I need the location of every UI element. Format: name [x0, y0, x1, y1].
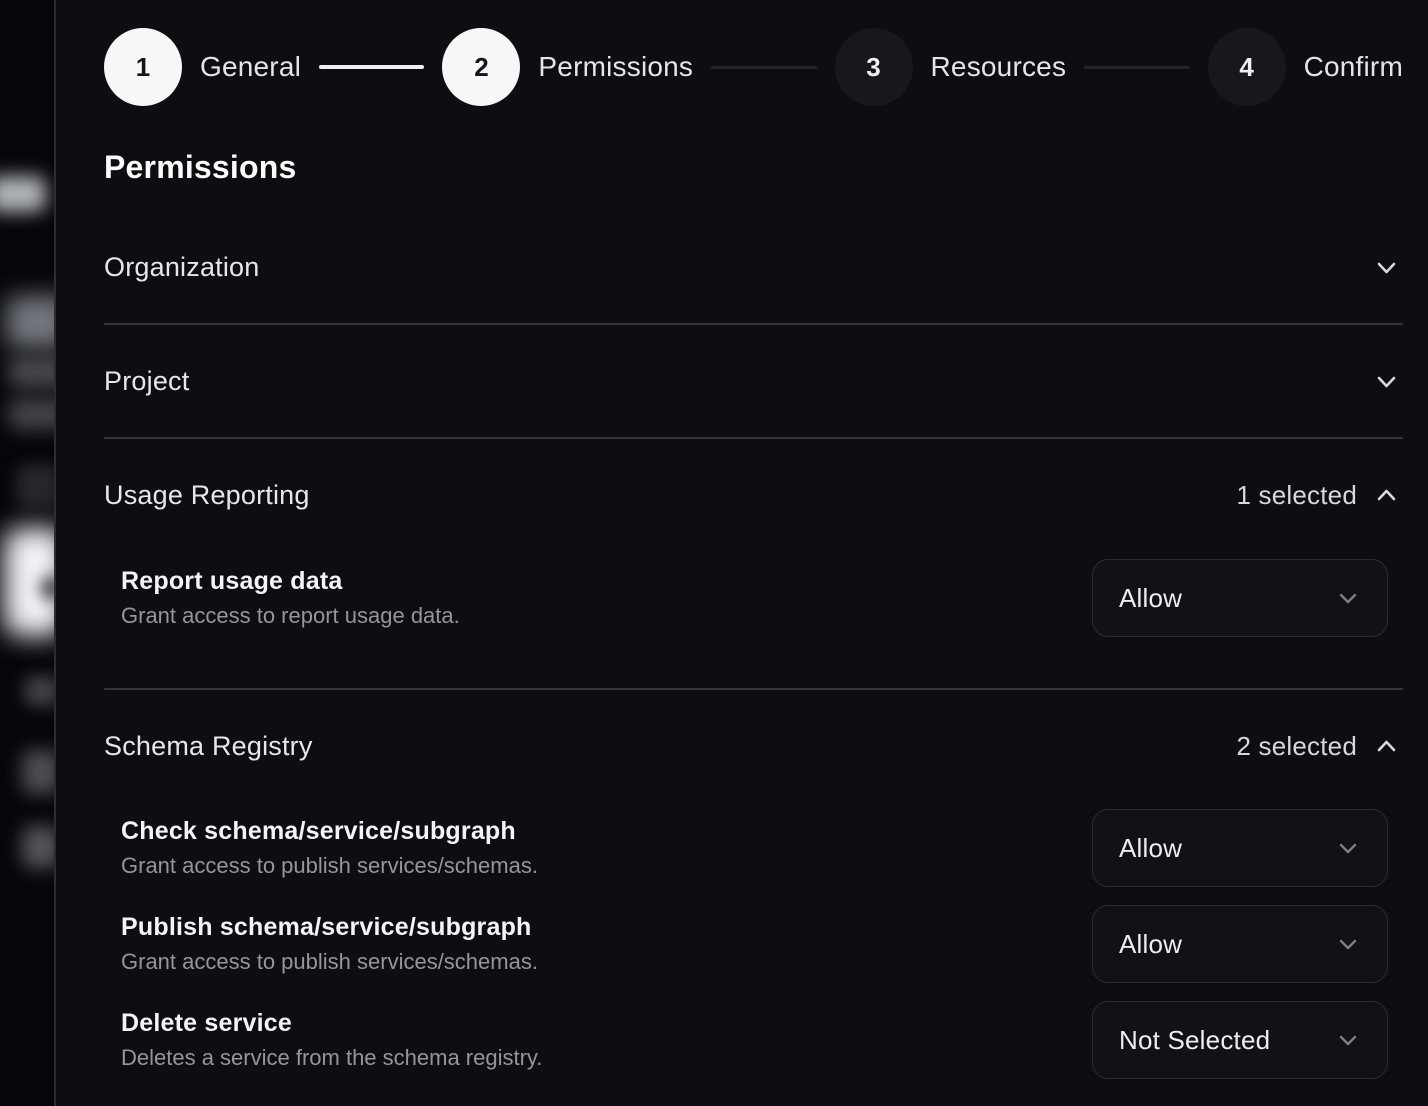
chevron-down-icon — [1339, 843, 1357, 854]
permission-title: Check schema/service/subgraph — [121, 817, 516, 845]
permission-value-dropdown[interactable]: Not Selected — [1092, 1001, 1388, 1079]
step-connector — [319, 65, 425, 69]
chevron-down-icon — [1339, 1035, 1357, 1046]
section-divider — [104, 323, 1403, 325]
section-divider — [104, 437, 1403, 439]
selected-count-badge: 1 selected — [1236, 479, 1357, 510]
permission-description: Grant access to publish services/schemas… — [121, 949, 538, 974]
step-number-badge: 1 — [104, 28, 182, 106]
blurred-nav-item — [16, 464, 54, 508]
step-number-badge: 2 — [442, 28, 521, 106]
blurred-nav-item — [6, 296, 54, 348]
section-title: Organization — [104, 251, 260, 282]
wizard-stepper: 1 General 2 Permissions 3 Resources 4 Co… — [104, 28, 1403, 106]
step-general[interactable]: 1 General — [104, 28, 301, 106]
chevron-up-icon[interactable] — [1373, 733, 1400, 760]
permission-value-dropdown[interactable]: Allow — [1092, 905, 1388, 983]
page-title: Permissions — [104, 149, 297, 185]
step-number-badge: 3 — [834, 28, 913, 106]
section-header-organization[interactable]: Organization — [104, 211, 1403, 323]
permission-title: Delete service — [121, 1009, 292, 1037]
permission-title: Publish schema/service/subgraph — [121, 913, 532, 941]
chevron-down-icon[interactable] — [1373, 254, 1400, 281]
permission-value-dropdown[interactable]: Allow — [1092, 809, 1388, 887]
step-label: General — [200, 51, 302, 82]
permission-row: Check schema/service/subgraph Grant acce… — [104, 809, 1403, 887]
dropdown-value: Allow — [1119, 928, 1183, 959]
blurred-nav-item — [0, 176, 46, 212]
blurred-nav-item — [8, 356, 54, 388]
step-label: Resources — [930, 51, 1067, 82]
step-label: Permissions — [538, 51, 694, 82]
step-label: Confirm — [1303, 51, 1403, 82]
blurred-logo-mark — [40, 576, 54, 600]
step-permissions[interactable]: 2 Permissions — [442, 28, 693, 106]
section-title: Project — [104, 365, 190, 396]
section-title: Schema Registry — [104, 730, 313, 761]
section-header-usage-reporting[interactable]: Usage Reporting 1 selected — [104, 439, 1403, 551]
blurred-background-sidebar — [0, 0, 54, 1106]
step-connector — [1084, 65, 1190, 69]
dropdown-value: Not Selected — [1119, 1024, 1271, 1055]
step-resources[interactable]: 3 Resources — [834, 28, 1067, 106]
blurred-nav-item — [22, 826, 54, 868]
blurred-nav-item — [8, 398, 54, 430]
selected-count-badge: 2 selected — [1236, 730, 1357, 761]
blurred-nav-item — [24, 676, 54, 706]
step-connector — [711, 65, 817, 69]
chevron-up-icon[interactable] — [1373, 482, 1400, 509]
permission-description: Grant access to publish services/schemas… — [121, 853, 538, 878]
section-header-schema-registry[interactable]: Schema Registry 2 selected — [104, 690, 1403, 802]
permission-title: Report usage data — [121, 567, 343, 595]
chevron-down-icon — [1339, 939, 1357, 950]
step-confirm[interactable]: 4 Confirm — [1207, 28, 1403, 106]
section-header-project[interactable]: Project — [104, 325, 1403, 437]
permission-row: Publish schema/service/subgraph Grant ac… — [104, 905, 1403, 983]
chevron-down-icon — [1339, 593, 1357, 604]
permission-value-dropdown[interactable]: Allow — [1092, 559, 1388, 637]
chevron-down-icon[interactable] — [1373, 368, 1400, 395]
section-title: Usage Reporting — [104, 479, 310, 510]
permission-row: Delete service Deletes a service from th… — [104, 1001, 1403, 1079]
blurred-nav-item — [22, 750, 54, 794]
dropdown-value: Allow — [1119, 832, 1183, 863]
section-divider — [104, 688, 1403, 690]
dropdown-value: Allow — [1119, 582, 1183, 613]
permission-description: Grant access to report usage data. — [121, 603, 460, 628]
permission-description: Deletes a service from the schema regist… — [121, 1045, 543, 1070]
wizard-panel: 1 General 2 Permissions 3 Resources 4 Co… — [54, 0, 1428, 1106]
permission-row: Report usage data Grant access to report… — [104, 559, 1403, 637]
step-number-badge: 4 — [1207, 28, 1286, 106]
